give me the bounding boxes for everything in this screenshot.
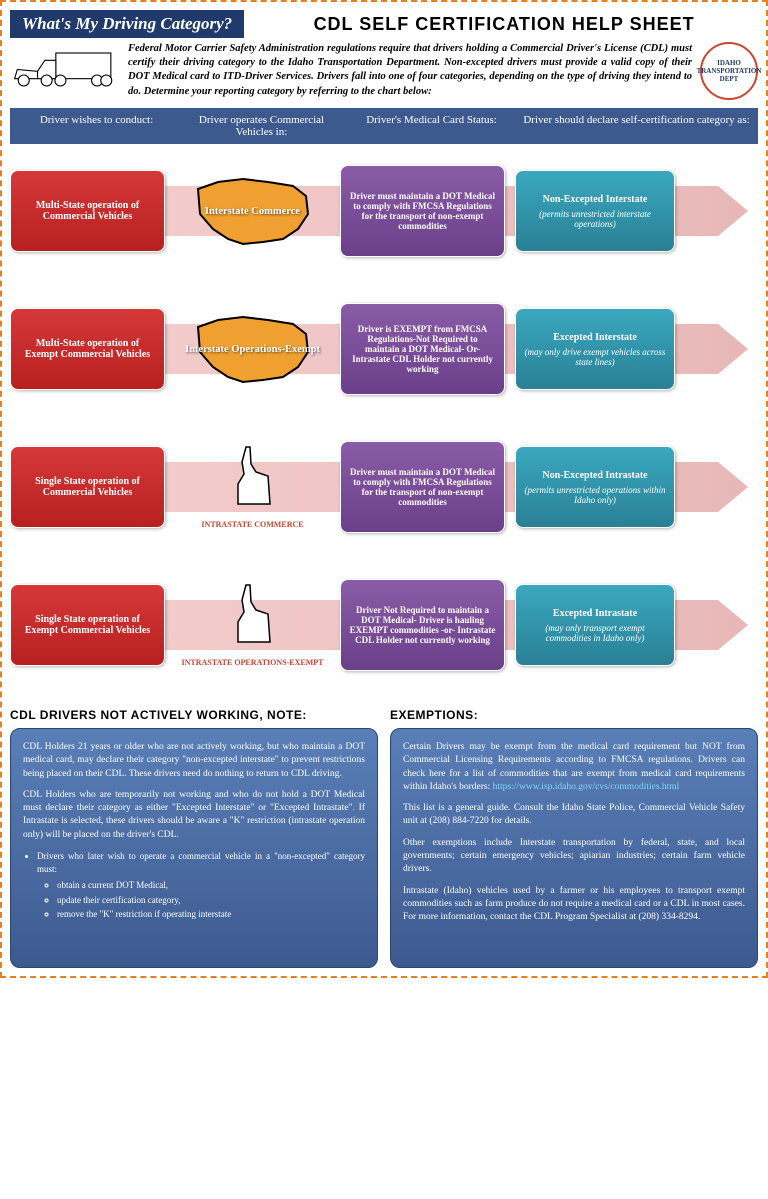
note-box: CDL DRIVERS NOT ACTIVELY WORKING, NOTE: … (10, 708, 378, 968)
bottom-section: CDL DRIVERS NOT ACTIVELY WORKING, NOTE: … (10, 708, 758, 968)
note-title: CDL DRIVERS NOT ACTIVELY WORKING, NOTE: (10, 708, 378, 722)
category-box: Excepted Interstate(may only drive exemp… (515, 308, 675, 390)
idaho-seal-icon: IDAHOTRANSPORTATIONDEPT (700, 42, 758, 100)
exempt-title: EXEMPTIONS: (390, 708, 758, 722)
note-sub2: update their certification category, (57, 894, 365, 907)
main-title: CDL SELF CERTIFICATION HELP SHEET (250, 14, 758, 35)
flow-row: Single State operation of Commercial Veh… (10, 432, 758, 542)
category-box: Excepted Intrastate(may only transport e… (515, 584, 675, 666)
flow-row: Multi-State operation of Exempt Commerci… (10, 294, 758, 404)
medical-box: Driver must maintain a DOT Medical to co… (340, 441, 505, 533)
medical-box: Driver Not Required to maintain a DOT Me… (340, 579, 505, 671)
map-usa: Interstate Commerce (175, 164, 330, 259)
exempt-p2: This list is a general guide. Consult th… (403, 802, 745, 829)
category-sub: (permits unrestricted operations within … (524, 485, 666, 505)
flow-row: Single State operation of Exempt Commerc… (10, 570, 758, 680)
flow-row: Multi-State operation of Commercial Vehi… (10, 156, 758, 266)
col-header-4: Driver should declare self-certification… (519, 114, 754, 138)
map-idaho: INTRASTATE COMMERCE (175, 440, 330, 535)
medical-box: Driver must maintain a DOT Medical to co… (340, 165, 505, 257)
exempt-p3: Other exemptions include Interstate tran… (403, 837, 745, 877)
map-idaho: INTRASTATE OPERATIONS-EXEMPT (175, 578, 330, 673)
category-sub: (may only drive exempt vehicles across s… (524, 347, 666, 367)
map-label: INTRASTATE OPERATIONS-EXEMPT (181, 659, 323, 668)
conduct-box: Multi-State operation of Commercial Vehi… (10, 170, 165, 252)
note-bullet: Drivers who later wish to operate a comm… (37, 850, 365, 875)
map-label: INTRASTATE COMMERCE (201, 521, 303, 530)
exempt-body: Certain Drivers may be exempt from the m… (390, 728, 758, 968)
note-body: CDL Holders 21 years or older who are no… (10, 728, 378, 968)
exempt-p4: Intrastate (Idaho) vehicles used by a fa… (403, 885, 745, 925)
category-sub: (may only transport exempt commodities i… (524, 623, 666, 643)
note-p1: CDL Holders 21 years or older who are no… (23, 741, 365, 781)
intro-text: Federal Motor Carrier Safety Administrat… (128, 42, 692, 99)
category-box: Non-Excepted Intrastate(permits unrestri… (515, 446, 675, 528)
conduct-box: Single State operation of Exempt Commerc… (10, 584, 165, 666)
page: What's My Driving Category? CDL SELF CER… (0, 0, 768, 978)
col-header-1: Driver wishes to conduct: (14, 114, 179, 138)
medical-box: Driver is EXEMPT from FMCSA Regulations-… (340, 303, 505, 395)
truck-icon (10, 42, 120, 97)
exempt-p1: Certain Drivers may be exempt from the m… (403, 741, 745, 794)
note-sub3: remove the "K" restriction if operating … (57, 908, 365, 921)
conduct-box: Single State operation of Commercial Veh… (10, 446, 165, 528)
map-usa: Interstate Operations-Exempt (175, 302, 330, 397)
note-p2: CDL Holders who are temporarily not work… (23, 789, 365, 842)
column-headers: Driver wishes to conduct: Driver operate… (10, 108, 758, 144)
col-header-3: Driver's Medical Card Status: (344, 114, 519, 138)
banner: What's My Driving Category? (10, 10, 244, 38)
col-header-2: Driver operates Commercial Vehicles in: (179, 114, 344, 138)
flow-rows: Multi-State operation of Commercial Vehi… (10, 156, 758, 680)
note-sub1: obtain a current DOT Medical, (57, 879, 365, 892)
intro-row: Federal Motor Carrier Safety Administrat… (10, 42, 758, 100)
map-label: Interstate Commerce (205, 206, 300, 217)
exempt-link[interactable]: https://www.isp.idaho.gov/cvs/commoditie… (493, 782, 680, 792)
map-label: Interstate Operations-Exempt (185, 344, 320, 355)
conduct-box: Multi-State operation of Exempt Commerci… (10, 308, 165, 390)
header-row: What's My Driving Category? CDL SELF CER… (10, 10, 758, 38)
category-sub: (permits unrestricted interstate operati… (524, 209, 666, 229)
exempt-box: EXEMPTIONS: Certain Drivers may be exemp… (390, 708, 758, 968)
category-box: Non-Excepted Interstate(permits unrestri… (515, 170, 675, 252)
